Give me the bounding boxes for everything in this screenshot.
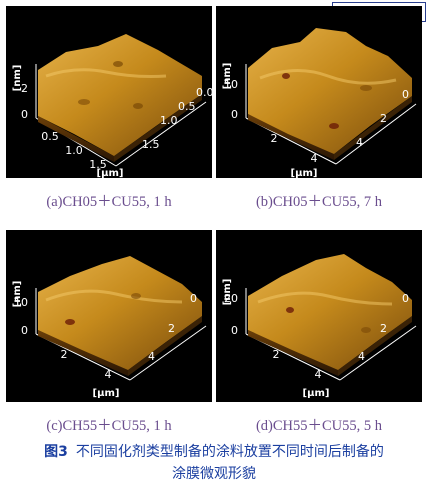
xy-axis-unit: [μm]	[291, 168, 318, 178]
xy-axis-unit: [μm]	[97, 168, 124, 178]
z-tick: 0	[21, 108, 28, 121]
figure-label: 图3	[44, 444, 68, 460]
figure-caption-line2: 涂膜微观形貌	[172, 466, 256, 482]
y-tick: 4	[356, 136, 363, 149]
afm-surface-a: 0 2 0.5 1.0 1.5 0.0 0.5 1.0 1.5 [nm] [μm…	[12, 34, 212, 178]
y-tick: 0	[402, 88, 409, 101]
figure-caption-line1: 图3 不同固化剂类型制备的涂料放置不同时间后制备的	[0, 441, 428, 463]
y-tick: 1.5	[142, 138, 160, 151]
afm-panel-c: 0 10 2 4 0 2 4 [nm] [μm]	[6, 230, 212, 402]
xy-axis-unit: [μm]	[93, 388, 120, 399]
z-tick: 10	[14, 296, 28, 309]
z-axis-unit: [nm]	[12, 65, 23, 92]
y-tick: 4	[358, 350, 365, 363]
z-tick: 2	[21, 82, 28, 95]
z-tick: 0	[231, 108, 238, 121]
y-tick: 2	[380, 112, 387, 125]
y-tick: 0	[190, 292, 197, 305]
x-tick: 2	[271, 132, 278, 145]
x-tick: 0.5	[41, 130, 59, 143]
panel-a-caption: (a)CH05＋CU55, 1 h	[46, 194, 172, 210]
afm-panel-a: 0 2 0.5 1.0 1.5 0.0 0.5 1.0 1.5 [nm] [μm…	[6, 6, 212, 178]
xy-axis-unit: [μm]	[303, 388, 330, 399]
afm-panel-b: 0 10 2 4 0 2 4 [nm] [μm]	[216, 6, 422, 178]
panel-d-caption: (d)CH55＋CU55, 5 h	[255, 418, 383, 434]
z-tick: 0	[21, 324, 28, 337]
z-axis-unit: [nm]	[12, 281, 23, 308]
z-tick: 10	[224, 78, 238, 91]
z-axis-unit: [nm]	[222, 279, 233, 306]
x-tick: 2	[61, 348, 68, 361]
x-tick: 4	[105, 368, 112, 381]
y-tick: 2	[380, 322, 387, 335]
y-tick: 1.0	[160, 114, 178, 127]
x-tick: 4	[311, 152, 318, 165]
z-tick: 20	[224, 292, 238, 305]
x-tick: 1.0	[65, 144, 83, 157]
y-tick: 2	[168, 322, 175, 335]
figure-caption-text1: 不同固化剂类型制备的涂料放置不同时间后制备的	[75, 444, 384, 460]
z-tick: 0	[231, 324, 238, 337]
x-tick: 2	[273, 348, 280, 361]
panel-b-caption: (b)CH05＋CU55, 7 h	[255, 194, 383, 210]
afm-surface-d: 0 20 2 4 0 2 4 [nm] [μm]	[222, 254, 417, 399]
x-tick: 1.5	[89, 158, 107, 171]
y-tick: 0.5	[178, 100, 196, 113]
afm-surface-b: 0 10 2 4 0 2 4 [nm] [μm]	[222, 28, 417, 178]
afm-surface-c: 0 10 2 4 0 2 4 [nm] [μm]	[12, 256, 207, 399]
y-tick: 0	[402, 292, 409, 305]
x-tick: 4	[315, 368, 322, 381]
afm-panel-d: 0 20 2 4 0 2 4 [nm] [μm]	[216, 230, 422, 402]
figure-caption: 图3 不同固化剂类型制备的涂料放置不同时间后制备的 涂膜微观形貌	[0, 441, 428, 485]
z-axis-unit: [nm]	[222, 63, 233, 90]
y-tick: 0.0	[196, 86, 212, 99]
y-tick: 4	[148, 350, 155, 363]
panel-c-caption: (c)CH55＋CU55, 1 h	[46, 418, 172, 434]
